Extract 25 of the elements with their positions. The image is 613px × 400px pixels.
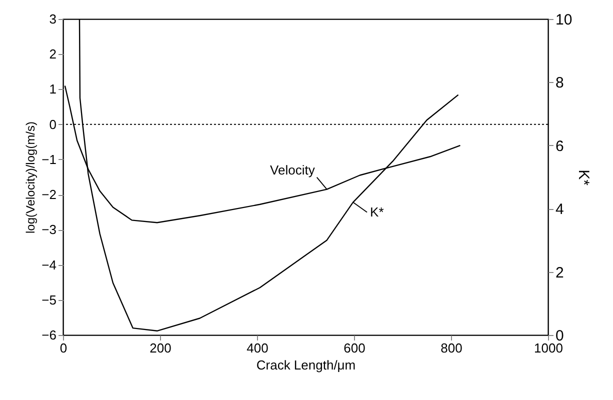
series-label: Velocity: [270, 162, 316, 178]
y-tick-label: −3: [42, 222, 56, 238]
x-axis-title: Crack Length/μm: [256, 358, 356, 372]
y-tick-label: 1: [49, 82, 56, 97]
y-tick-label: −6: [42, 328, 56, 342]
y-tick-label: 2: [49, 46, 56, 62]
y-tick-label: 0: [49, 116, 56, 132]
y-tick-label: −5: [42, 292, 56, 308]
y2-tick-label: 8: [556, 74, 564, 92]
y-tick-label: −4: [42, 257, 56, 272]
legend-label: K*: [370, 204, 384, 220]
x-tick-label: 800: [440, 340, 462, 356]
y-tick-label: −2: [42, 187, 56, 202]
y2-axis-title: K*: [575, 170, 592, 186]
y2-tick-label: 10: [556, 12, 572, 28]
y2-tick-label: 2: [556, 264, 564, 282]
x-tick-label: 200: [150, 340, 172, 356]
y2-tick-label: 4: [556, 201, 564, 218]
y-tick-label: −1: [42, 152, 56, 167]
y-tick-label: 3: [49, 12, 56, 26]
x-tick-label: 400: [246, 340, 268, 356]
y2-tick-label: 6: [556, 138, 564, 155]
x-tick-label: 0: [60, 340, 68, 356]
x-tick-label: 600: [344, 340, 366, 356]
y-axis-title: log(Velocity)/log(m/s): [24, 121, 38, 234]
